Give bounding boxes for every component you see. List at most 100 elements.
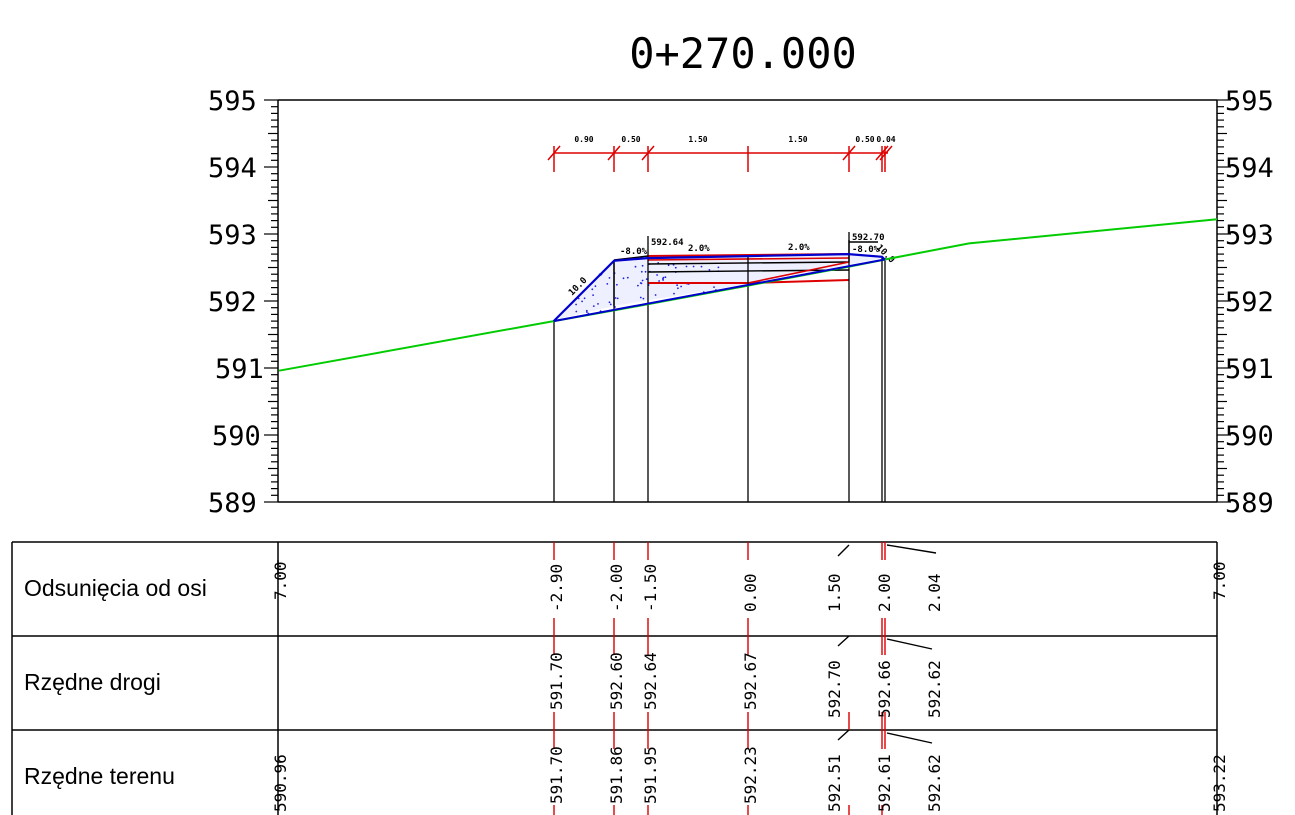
- fill-dot: [667, 264, 670, 267]
- fill-dot: [664, 276, 667, 279]
- offset-value: 2.04: [925, 573, 944, 612]
- dim-label-1: 0.90: [574, 135, 593, 144]
- fill-dot: [677, 287, 679, 290]
- elev-label-right-591: 591: [1225, 354, 1274, 385]
- edge-elevation-left: 592.64: [651, 238, 684, 248]
- fill-dot: [676, 284, 678, 287]
- fill-dot: [592, 305, 595, 307]
- fill-dot: [586, 311, 588, 313]
- section-title: 0+270.000: [629, 29, 857, 78]
- road-elevation-value: 591.70: [547, 652, 566, 710]
- terrain-elevation-value: 591.70: [547, 746, 566, 804]
- fill-dot: [674, 266, 677, 269]
- terrain-elevation-value: 592.61: [875, 754, 894, 812]
- terrain-elevation-value: 593.22: [1210, 754, 1229, 812]
- fill-dot: [692, 265, 695, 268]
- fill-dot: [616, 297, 619, 300]
- slope-left-lane: 2.0%: [688, 244, 710, 254]
- slope-left-shoulder: -8.0%: [620, 247, 648, 257]
- dimension-line: [547, 145, 893, 172]
- fill-dot: [645, 278, 648, 280]
- fill-dot: [597, 303, 599, 305]
- terrain-elevation-value: 592.23: [741, 746, 760, 804]
- dim-label-5: 0.50: [855, 135, 874, 144]
- fill-dot: [622, 277, 625, 280]
- slope-right-lane: 2.0%: [788, 243, 810, 253]
- road-elevation-value: 592.62: [925, 660, 944, 718]
- offset-value: 2.00: [875, 573, 894, 612]
- offset-values: 7.00 -2.90 -2.00 -1.50 0.00 1.50 2.00 2.…: [271, 561, 1229, 612]
- elev-label-left-594: 594: [208, 153, 257, 184]
- offset-value: -2.90: [547, 564, 566, 612]
- offset-value: 7.00: [1210, 561, 1229, 600]
- offset-value: 0.00: [741, 573, 760, 612]
- dim-label-6: 0.04: [876, 135, 895, 144]
- fill-dot: [581, 300, 583, 303]
- offset-value: -2.00: [607, 564, 626, 612]
- terrain-elevation-value: 592.62: [925, 754, 944, 812]
- elev-label-left-592: 592: [208, 287, 257, 318]
- offset-value: -1.50: [641, 564, 660, 612]
- fill-dot: [591, 288, 594, 291]
- fill-dot: [658, 280, 660, 282]
- fill-dot: [713, 286, 715, 288]
- road-base-line: [553, 258, 885, 323]
- fill-dot: [673, 292, 675, 295]
- fill-dot: [626, 276, 629, 279]
- fill-dot: [639, 282, 642, 284]
- terrain-elevation-value: 590.96: [271, 754, 290, 812]
- elevation-scale-left: [264, 99, 278, 503]
- elev-label-right-595: 595: [1225, 86, 1274, 117]
- fill-dot: [592, 294, 594, 296]
- fill-dot: [608, 301, 611, 304]
- elevation-scale-right: [1217, 99, 1231, 503]
- fill-dot: [680, 285, 682, 288]
- table-station-ticks: [277, 542, 1218, 815]
- road-elevation-values: 591.70 592.60 592.64 592.67 592.70 592.6…: [547, 652, 944, 718]
- road-elevation-value: 592.67: [741, 652, 760, 710]
- dimension-labels: 0.90 0.50 1.50 1.50 0.50 0.04: [574, 135, 895, 144]
- road-elevation-value: 592.60: [607, 652, 626, 710]
- row-label-terrain-elevations: Rzędne terenu: [24, 763, 175, 789]
- elev-label-right-590: 590: [1225, 421, 1274, 452]
- fill-dot: [616, 283, 618, 286]
- offset-value: 7.00: [271, 561, 290, 600]
- fill-dot: [708, 269, 711, 271]
- terrain-elevation-value: 591.86: [607, 746, 626, 804]
- fill-dot: [575, 310, 578, 313]
- elev-label-left-593: 593: [208, 220, 257, 251]
- elev-label-left-589: 589: [208, 488, 257, 519]
- fill-dot: [608, 277, 611, 279]
- road-elevation-value: 592.66: [875, 660, 894, 718]
- elev-label-right-594: 594: [1225, 153, 1274, 184]
- terrain-elevation-values: 590.96 591.70 591.86 591.95 592.23 592.5…: [271, 746, 1229, 812]
- elev-label-left-595: 595: [208, 86, 257, 117]
- elev-label-right-589: 589: [1225, 488, 1274, 519]
- station-lines: [553, 232, 886, 502]
- fill-dot: [700, 265, 703, 268]
- terrain-elevation-value: 591.95: [641, 746, 660, 804]
- fill-dot: [575, 303, 577, 306]
- row-label-offsets: Odsunięcia od osi: [24, 575, 207, 601]
- fill-dot: [609, 303, 612, 306]
- dim-label-3: 1.50: [688, 135, 707, 144]
- slope-right-shoulder: -8.0%: [852, 245, 880, 255]
- elev-label-left-591: 591: [215, 354, 264, 385]
- road-profile-line: [552, 252, 886, 322]
- fill-dot: [717, 266, 720, 269]
- table-row-labels: Odsunięcia od osi Rzędne drogi Rzędne te…: [24, 575, 207, 789]
- fill-dot: [606, 283, 609, 285]
- fill-dot: [639, 296, 642, 299]
- elevation-labels-left: 595 594 593 592 591 590 589: [208, 86, 264, 519]
- fill-dot: [634, 265, 637, 268]
- fill-dot: [654, 294, 657, 296]
- terrain-elevation-value: 592.51: [825, 754, 844, 812]
- dim-label-2: 0.50: [621, 135, 640, 144]
- dim-label-4: 1.50: [788, 135, 807, 144]
- elev-label-right-593: 593: [1225, 220, 1274, 251]
- elev-label-right-592: 592: [1225, 287, 1274, 318]
- fill-dot: [644, 270, 647, 273]
- fill-dot: [656, 274, 658, 276]
- fill-dot: [641, 279, 644, 282]
- fill-dot: [614, 297, 617, 299]
